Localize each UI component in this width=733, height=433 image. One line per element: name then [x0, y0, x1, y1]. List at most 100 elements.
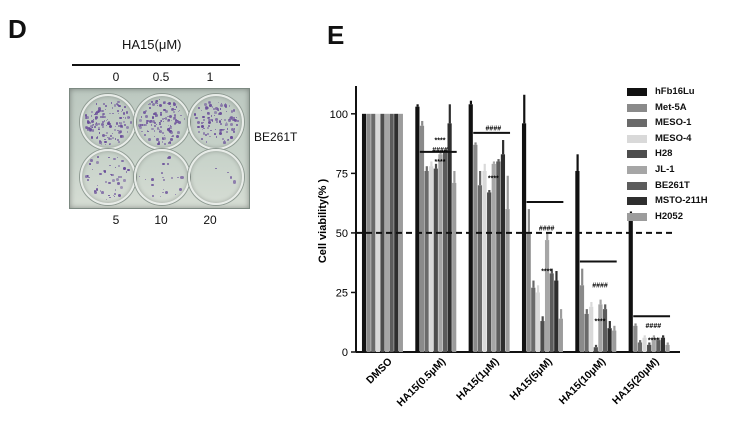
bar: [593, 347, 598, 352]
colony-dot: [100, 122, 104, 126]
colony-dot: [142, 123, 145, 126]
colony-dot: [155, 123, 158, 126]
bar: [544, 240, 550, 352]
colony-dot: [215, 167, 217, 170]
colony-dot: [160, 119, 163, 122]
bar: [558, 318, 563, 352]
colony-dot: [141, 130, 143, 133]
colony-dot: [140, 123, 143, 126]
bar: [361, 113, 367, 353]
colony-dot: [110, 173, 112, 176]
colony-dot: [120, 125, 124, 128]
bar: [612, 330, 617, 352]
colony-dot: [86, 115, 90, 119]
colony-dot: [107, 156, 110, 159]
colony-dot: [106, 118, 108, 120]
legend-label: MESO-1: [655, 117, 692, 129]
colony-dot: [154, 111, 158, 115]
colony-dot: [222, 138, 224, 140]
colony-dot: [103, 140, 107, 144]
colony-dot: [221, 102, 223, 104]
colony-dot: [117, 125, 120, 128]
colony-dot: [119, 130, 122, 133]
colony-dot: [151, 116, 155, 119]
colony-dot: [117, 181, 121, 185]
legend-label: BE261T: [655, 179, 690, 191]
colony-dot: [153, 121, 156, 124]
colony-dot: [215, 107, 218, 110]
colony-dot: [85, 117, 87, 119]
colony-dot: [112, 194, 114, 197]
colony-dot: [162, 132, 164, 135]
colony-dot: [174, 109, 176, 111]
colony-dot: [223, 141, 226, 144]
x-tick-label: HA15(1μM): [454, 356, 501, 403]
top-dose-label: 1: [206, 70, 214, 84]
colony-dot: [196, 125, 200, 129]
colony-dot: [99, 173, 102, 176]
colony-dot: [119, 126, 122, 129]
colony-dot: [105, 143, 107, 145]
legend-label: Met-5A: [655, 101, 687, 113]
colony-dot: [174, 121, 177, 125]
colony-dot: [151, 128, 154, 131]
bar: [584, 313, 589, 352]
colony-dot: [117, 141, 120, 143]
colony-dot: [157, 141, 161, 144]
colony-dot: [138, 118, 142, 122]
colony-dot: [115, 166, 117, 168]
colony-dot: [161, 172, 164, 175]
colony-dot: [119, 135, 123, 138]
colony-dot: [147, 130, 150, 133]
bar: [424, 170, 429, 352]
colony-dot: [231, 119, 234, 121]
colony-dot: [161, 141, 163, 143]
legend-label: H28: [655, 148, 673, 160]
colony-dot: [102, 116, 104, 118]
colony-dot: [103, 103, 105, 105]
colony-dot: [95, 111, 98, 115]
colony-dot: [174, 194, 176, 196]
bar: [491, 163, 496, 352]
colony-dot: [175, 119, 179, 123]
colony-dot: [86, 127, 89, 130]
colony-dot: [178, 121, 181, 124]
colony-dot: [125, 111, 129, 114]
colony-dot: [107, 137, 110, 140]
colony-dot: [105, 108, 107, 110]
bar: [540, 321, 545, 352]
colony-dot: [144, 123, 147, 127]
colony-dot: [101, 121, 104, 123]
colony-dot: [95, 123, 99, 126]
colony-dot: [223, 128, 225, 130]
colony-dot: [84, 114, 88, 117]
colony-dot: [103, 119, 106, 122]
colony-dot: [180, 176, 184, 180]
colony-dot: [101, 125, 105, 128]
bar: [637, 342, 643, 352]
colony-dot: [211, 106, 214, 108]
colony-dot: [114, 193, 116, 195]
colony-dot: [220, 108, 222, 110]
colony-dot: [221, 129, 224, 132]
colony-dot: [216, 120, 218, 123]
colony-dot: [91, 127, 93, 129]
colony-dot: [144, 109, 148, 113]
colony-dot: [159, 113, 163, 116]
bar: [500, 154, 506, 352]
colony-dot: [114, 125, 117, 127]
legend-swatch: [627, 119, 647, 128]
colony-dot: [99, 132, 101, 134]
colony-dot: [116, 103, 120, 107]
colony-dot: [198, 107, 200, 109]
colony-dot: [111, 178, 115, 182]
colony-dot: [230, 123, 234, 127]
colony-dot: [228, 138, 230, 140]
colony-dot: [151, 178, 154, 182]
colony-dot: [218, 131, 222, 135]
colony-dot: [208, 125, 210, 127]
y-axis-title: Cell viability(% ): [317, 178, 329, 263]
bar: [633, 325, 638, 352]
colony-dot: [210, 130, 212, 132]
colony-dot: [224, 106, 227, 109]
